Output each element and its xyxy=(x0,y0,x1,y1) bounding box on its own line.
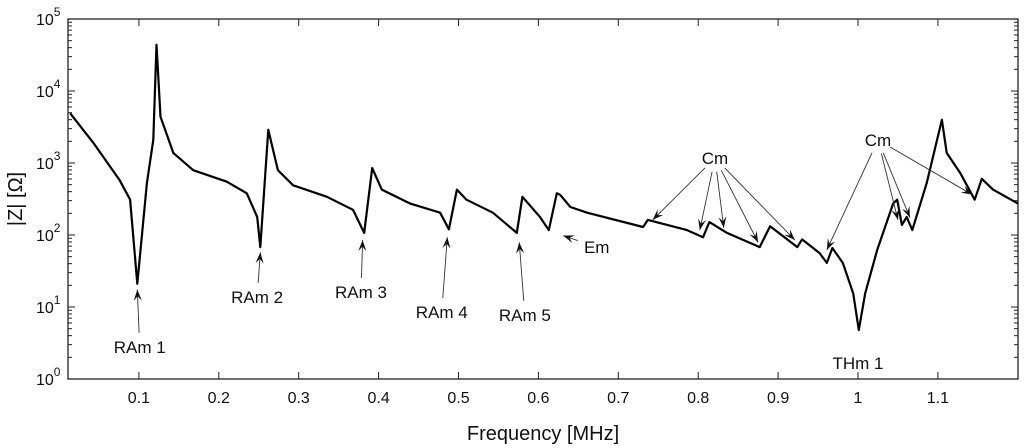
impedance-curve xyxy=(69,43,1019,332)
annotation-arrow xyxy=(889,146,973,196)
arrowhead-icon xyxy=(255,252,264,264)
annotation-arrow xyxy=(720,170,759,243)
annotations-layer: RAm 1 RAm 2 RAm 3 RAm 4 RAm 5 Em Cm Cm THm 1 xyxy=(114,131,973,373)
annotation-arrow xyxy=(699,171,713,231)
annotation-arrow xyxy=(882,152,911,218)
y-tick-label: 100 xyxy=(36,365,61,389)
x-tick-label: 0.2 xyxy=(208,390,230,407)
y-tick-label: 104 xyxy=(36,77,61,101)
x-tick-label: 0.6 xyxy=(527,390,549,407)
x-tick-label: 0.3 xyxy=(288,390,310,407)
y-tick-label: 103 xyxy=(36,149,61,173)
arrowhead-icon xyxy=(749,230,759,243)
series-layer xyxy=(69,43,1019,332)
x-tick-label: 1.1 xyxy=(927,390,949,407)
arrowhead-icon xyxy=(516,242,525,254)
annotation-label: THm 1 xyxy=(833,354,884,373)
x-tick-label: 0.1 xyxy=(128,390,150,407)
y-tick-label: 105 xyxy=(36,5,61,29)
annotation-label: RAm 4 xyxy=(416,303,468,322)
arrowhead-icon xyxy=(784,229,795,241)
axes: 0.1 0.2 0.3 0.4 0.5 0.6 0.7 0.8 0.9 1 1.1 100 101 102… xyxy=(36,5,1019,407)
arrowhead-icon xyxy=(563,235,575,243)
annotation-label: Cm xyxy=(702,149,728,168)
arrowhead-icon xyxy=(902,205,910,218)
y-tick-label: 102 xyxy=(36,221,61,245)
arrowhead-icon xyxy=(652,209,664,220)
annotation-arrow xyxy=(724,167,796,241)
annotation-arrow xyxy=(136,289,140,333)
arrowhead-icon xyxy=(891,208,900,220)
x-tick-label: 1 xyxy=(854,390,863,407)
annotation-label: RAm 5 xyxy=(499,306,551,325)
annotation-label: RAm 2 xyxy=(231,288,283,307)
x-tick-label: 0.9 xyxy=(767,390,789,407)
x-tick-label: 0.4 xyxy=(367,390,389,407)
arrowhead-icon xyxy=(133,289,142,301)
annotation-arrow xyxy=(880,153,899,221)
annotation-label: RAm 3 xyxy=(335,283,387,302)
annotation-label: Cm xyxy=(865,131,891,150)
x-tick-label: 0.8 xyxy=(687,390,709,407)
arrowhead-icon xyxy=(358,240,367,252)
annotation-arrow xyxy=(442,237,448,299)
arrowhead-icon xyxy=(718,216,727,228)
arrowhead-icon xyxy=(826,238,836,250)
x-tick-label: 0.5 xyxy=(447,390,469,407)
plot-frame xyxy=(67,18,1019,380)
arrowhead-icon xyxy=(960,185,973,195)
x-tick-label: 0.7 xyxy=(607,390,629,407)
annotation-arrow xyxy=(826,152,873,251)
x-axis-label: Frequency [MHz] xyxy=(467,423,619,445)
y-axis-label: |Z| [Ω] xyxy=(5,172,27,226)
arrowhead-icon xyxy=(442,237,451,249)
annotation-arrow xyxy=(716,171,725,228)
annotation-label: Em xyxy=(584,238,610,257)
annotation-arrow xyxy=(518,242,525,301)
y-tick-label: 101 xyxy=(36,293,61,317)
annotation-arrow xyxy=(652,167,706,221)
annotation-label: RAm 1 xyxy=(114,338,166,357)
arrowhead-icon xyxy=(698,218,706,231)
